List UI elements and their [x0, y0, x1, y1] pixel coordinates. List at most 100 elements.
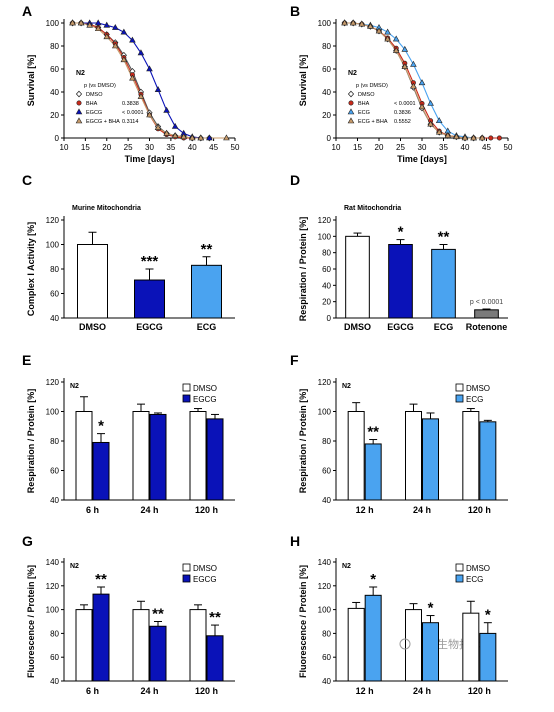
bar-c	[134, 279, 165, 319]
panel-letter-g: G	[22, 533, 33, 549]
x-tick-label-b: 25	[396, 143, 405, 152]
data-point-b	[496, 135, 502, 141]
legend-swatch-e	[182, 394, 191, 403]
significance-label-f: **	[367, 424, 379, 441]
bar-g	[206, 635, 224, 682]
legend-label-a: EGCG + BHA	[86, 119, 120, 125]
y-tick-label-b: 40	[322, 88, 331, 97]
y-tick-label-e: 60	[50, 467, 59, 476]
bar-h	[364, 594, 382, 682]
data-point-a	[163, 129, 170, 136]
data-point-b	[341, 19, 348, 26]
strain-label-e: N2	[70, 383, 79, 390]
data-point-b	[470, 134, 477, 141]
significance-label-c: **	[201, 241, 213, 258]
bar-e	[206, 418, 224, 501]
data-point-a	[129, 74, 136, 81]
y-tick-label-f: 40	[322, 496, 331, 505]
x-category-label-e: 6 h	[86, 505, 99, 515]
y-tick-label-d: 0	[327, 314, 332, 323]
x-category-label-f: 24 h	[413, 505, 431, 515]
x-category-label-d: DMSO	[344, 322, 371, 332]
significance-label-g: **	[152, 606, 164, 623]
data-point-b	[358, 20, 366, 27]
y-tick-label-b: 100	[318, 19, 332, 28]
x-tick-label-b: 45	[482, 143, 491, 152]
legend-label-e: EGCG	[193, 395, 217, 404]
y-tick-label-e: 80	[50, 437, 59, 446]
x-tick-label-b: 15	[353, 143, 362, 152]
y-tick-label-b: 80	[322, 42, 331, 51]
y-tick-label-a: 20	[50, 111, 59, 120]
data-point-b	[461, 134, 469, 141]
bar-g	[189, 609, 207, 682]
y-tick-label-d: 80	[322, 249, 331, 258]
data-point-a	[188, 134, 196, 141]
legend-pvalue-b: 0.3836	[394, 110, 411, 116]
y-tick-label-f: 120	[318, 378, 332, 387]
x-category-label-h: 120 h	[468, 686, 491, 696]
x-tick-label-b: 10	[332, 143, 341, 152]
legend-label-g: EGCG	[193, 575, 217, 584]
legend-label-g: DMSO	[193, 564, 217, 573]
series-line-b	[344, 22, 474, 139]
legend-label-b: BHA	[358, 101, 370, 107]
x-category-label-h: 12 h	[356, 686, 374, 696]
bar-g	[149, 625, 167, 682]
bar-h	[479, 632, 497, 682]
legend-label-b: ECG	[358, 110, 370, 116]
bar-h	[347, 607, 365, 682]
y-tick-label-g: 60	[50, 653, 59, 662]
x-category-label-f: 12 h	[356, 505, 374, 515]
legend-swatch-f	[455, 394, 464, 403]
y-tick-label-h: 40	[322, 677, 331, 686]
y-axis-label-a: Survival [%]	[26, 55, 36, 107]
x-category-label-c: DMSO	[79, 322, 106, 332]
data-point-b	[347, 90, 355, 98]
bar-h	[405, 609, 422, 682]
strain-label-h: N2	[342, 563, 351, 570]
legend-label-b: ECG + BHA	[358, 119, 388, 125]
x-axis-label-b: Time [days]	[397, 154, 447, 164]
x-category-label-g: 24 h	[140, 686, 158, 696]
x-tick-label-a: 20	[102, 143, 111, 152]
y-tick-label-f: 80	[322, 437, 331, 446]
y-tick-label-a: 40	[50, 88, 59, 97]
significance-label-d: **	[438, 229, 450, 246]
x-tick-label-a: 30	[145, 143, 154, 152]
data-point-a	[111, 23, 119, 30]
significance-label-h: *	[485, 607, 491, 624]
y-tick-label-c: 80	[50, 265, 59, 274]
legend-label-f: DMSO	[466, 384, 490, 393]
data-point-a	[120, 56, 128, 63]
y-axis-label-c: Complex I Activity [%]	[26, 222, 36, 316]
y-axis-label-d: Respiration / Protein [%]	[298, 217, 308, 322]
data-point-b	[418, 103, 426, 110]
data-point-b	[347, 108, 355, 115]
significance-label-h: *	[428, 600, 434, 617]
legend-label-a: DMSO	[86, 92, 103, 98]
data-point-a	[223, 134, 230, 141]
y-tick-label-e: 100	[46, 408, 60, 417]
x-category-label-e: 24 h	[140, 505, 158, 515]
data-point-a	[75, 108, 83, 115]
y-axis-label-e: Respiration / Protein [%]	[26, 389, 36, 494]
y-tick-label-d: 60	[322, 265, 331, 274]
y-tick-label-g: 100	[46, 606, 60, 615]
panel-letter-h: H	[290, 533, 300, 549]
x-category-label-c: ECG	[197, 322, 217, 332]
legend-pvalue-a: 0.3114	[122, 119, 138, 125]
bar-f	[364, 443, 382, 501]
data-point-a	[75, 90, 83, 98]
data-point-a	[76, 100, 82, 106]
data-point-a	[171, 132, 179, 138]
legend-label-h: ECG	[466, 575, 483, 584]
bar-g	[92, 593, 110, 682]
legend-label-e: DMSO	[193, 384, 217, 393]
data-point-b	[418, 79, 426, 86]
data-point-a	[75, 117, 83, 124]
legend-label-a: BHA	[86, 101, 98, 107]
x-category-label-d: EGCG	[387, 322, 414, 332]
significance-label-d: p < 0.0001	[470, 299, 503, 306]
bar-f	[479, 421, 497, 501]
